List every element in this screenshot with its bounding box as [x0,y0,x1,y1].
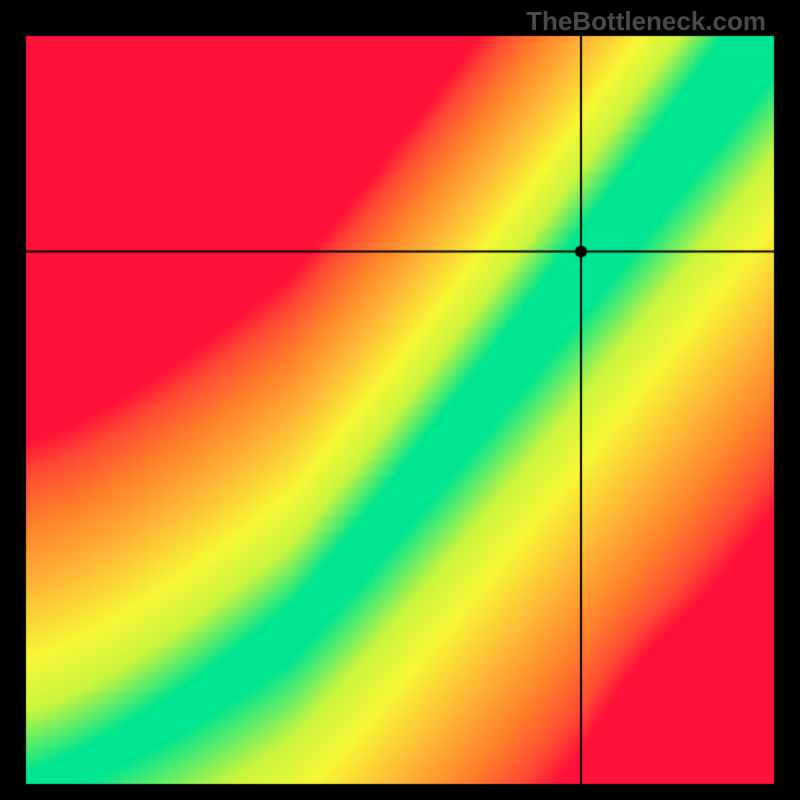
bottleneck-heatmap [0,0,800,800]
watermark-text: TheBottleneck.com [526,6,766,37]
chart-container: TheBottleneck.com [0,0,800,800]
